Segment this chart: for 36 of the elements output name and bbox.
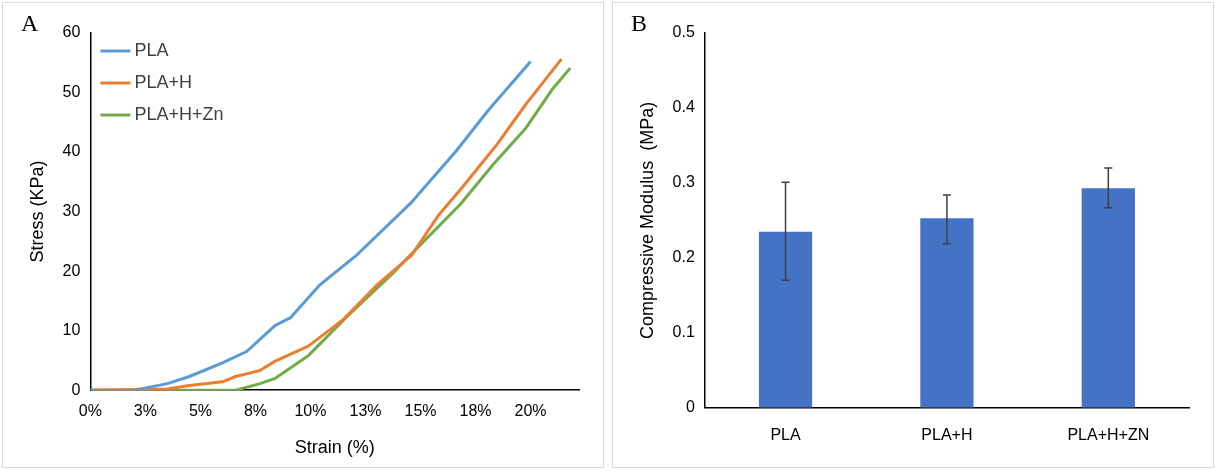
y-tick-label: 30	[62, 202, 81, 220]
x-tick-label: 5%	[188, 402, 213, 420]
x-tick-label: 0%	[78, 402, 102, 420]
x-axis-title: Strain (%)	[294, 437, 375, 458]
x-tick-label: PLA+H+ZN	[1067, 425, 1150, 443]
y-tick-label: 60	[62, 23, 81, 41]
y-tick-label: 0.1	[672, 323, 695, 341]
bar	[758, 231, 813, 408]
y-tick-label: 0	[685, 398, 695, 416]
y-axis-title: Stress (KPa)	[26, 160, 47, 263]
x-tick-label: 3%	[133, 402, 157, 420]
x-tick-label: 8%	[243, 402, 268, 420]
y-tick-label: 0	[71, 380, 81, 398]
x-tick-label: 20%	[514, 402, 547, 420]
y-tick-label: 40	[62, 142, 81, 160]
bar	[1081, 188, 1135, 408]
y-tick-label: 0.5	[672, 23, 695, 41]
x-tick-label: PLA+H	[921, 425, 973, 443]
y-tick-label: 0.4	[672, 98, 695, 116]
y-tick-label: 0.3	[672, 173, 695, 191]
x-tick-label: 13%	[349, 402, 382, 420]
x-tick-label: PLA	[770, 425, 801, 443]
y-tick-label: 10	[62, 321, 81, 339]
x-tick-label: 10%	[294, 402, 327, 420]
y-axis-title: Compressive Modulus (MPa)	[636, 101, 657, 339]
y-tick-label: 0.2	[672, 248, 695, 266]
y-tick-label: 50	[62, 82, 81, 100]
text: B	[631, 10, 648, 37]
bar	[920, 218, 974, 408]
legend-label: PLA+H	[134, 71, 192, 92]
y-tick-label: 20	[62, 261, 81, 279]
x-tick-label: 18%	[459, 402, 492, 420]
legend-label: PLA	[134, 39, 169, 60]
legend-label: PLA+H+Zn	[134, 103, 224, 124]
x-tick-label: 15%	[404, 402, 437, 420]
text: A	[21, 10, 39, 37]
